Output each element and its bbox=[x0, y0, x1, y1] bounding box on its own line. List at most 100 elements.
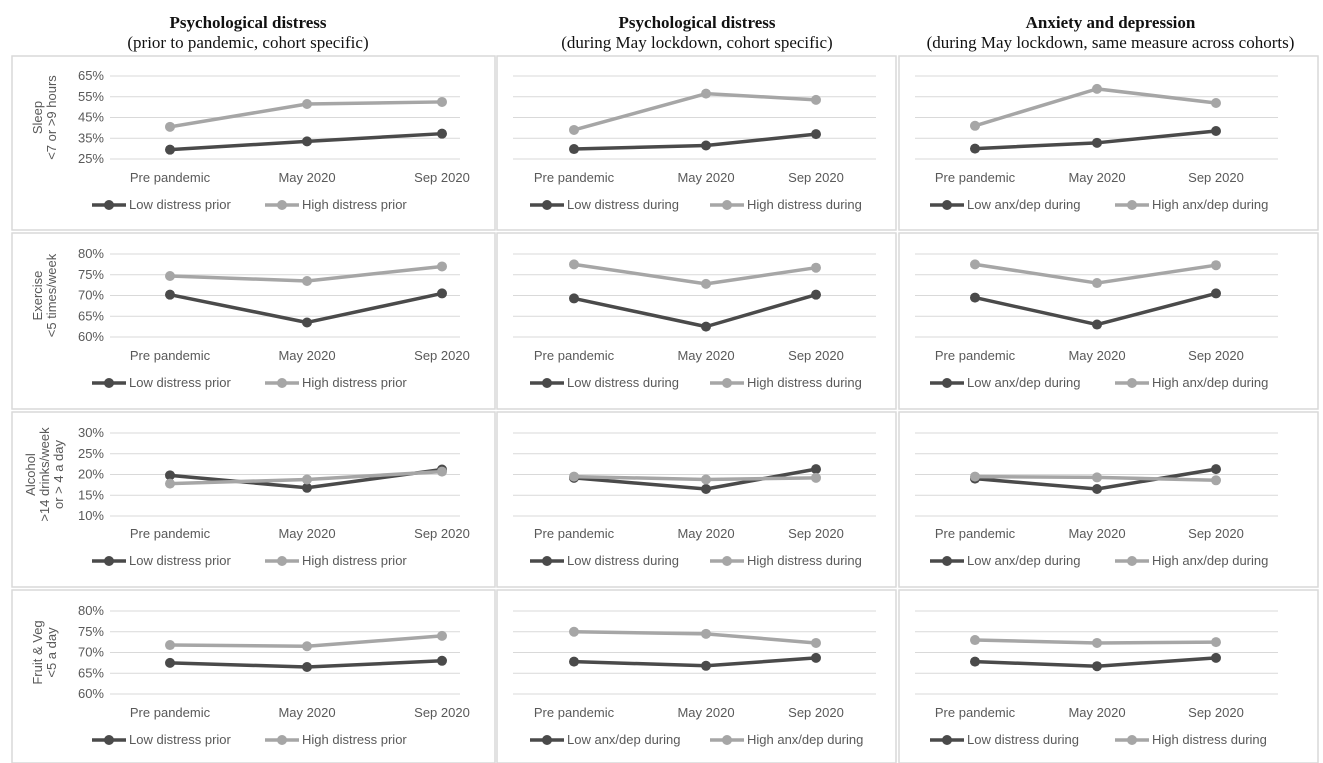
legend-label: High distress prior bbox=[302, 732, 407, 747]
data-point bbox=[302, 317, 312, 328]
column-subtitle: (during May lockdown, cohort specific) bbox=[561, 33, 833, 52]
data-point bbox=[165, 121, 175, 132]
legend-label: Low distress during bbox=[567, 375, 679, 390]
y-tick-label: 70% bbox=[78, 288, 104, 303]
x-tick-label: Sep 2020 bbox=[414, 348, 470, 363]
data-point bbox=[1211, 125, 1221, 136]
series-line bbox=[573, 91, 817, 132]
x-tick-label: May 2020 bbox=[677, 170, 734, 185]
legend-marker bbox=[277, 556, 287, 566]
y-tick-label: 55% bbox=[78, 89, 104, 104]
legend-label: High distress during bbox=[747, 197, 862, 212]
data-point bbox=[970, 635, 980, 646]
data-point bbox=[701, 628, 711, 639]
legend-marker bbox=[1127, 378, 1137, 388]
legend-label: Low anx/dep during bbox=[567, 732, 680, 747]
data-point bbox=[1211, 475, 1221, 486]
data-point bbox=[569, 124, 579, 135]
x-tick-label: Pre pandemic bbox=[534, 705, 615, 720]
x-tick-label: Sep 2020 bbox=[1188, 170, 1244, 185]
y-axis-label: Exercise bbox=[30, 271, 45, 321]
series-line bbox=[573, 630, 817, 645]
x-tick-label: Pre pandemic bbox=[534, 348, 615, 363]
x-tick-label: May 2020 bbox=[278, 526, 335, 541]
data-point bbox=[1092, 637, 1102, 648]
panel-border bbox=[898, 232, 1319, 410]
x-tick-label: Sep 2020 bbox=[788, 348, 844, 363]
data-point bbox=[302, 662, 312, 673]
x-tick-label: Pre pandemic bbox=[935, 348, 1016, 363]
x-tick-label: Sep 2020 bbox=[414, 170, 470, 185]
chart-panel-r2-c2: Pre pandemic May 2020 Sep 2020 Low distress… bbox=[496, 232, 897, 410]
y-tick-label: 25% bbox=[78, 151, 104, 166]
data-point bbox=[1211, 288, 1221, 299]
legend-label: High distress during bbox=[747, 553, 862, 568]
legend-marker bbox=[722, 735, 732, 745]
panel-border bbox=[11, 589, 496, 763]
legend-marker bbox=[542, 556, 552, 566]
data-point bbox=[701, 88, 711, 99]
y-tick-label: 30% bbox=[78, 425, 104, 440]
y-tick-label: 80% bbox=[78, 246, 104, 261]
y-axis-label: or > 4 a day bbox=[51, 439, 66, 509]
x-tick-label: May 2020 bbox=[1068, 170, 1125, 185]
legend-label: High distress prior bbox=[302, 553, 407, 568]
y-tick-label: 75% bbox=[78, 624, 104, 639]
legend-label: Low distress during bbox=[567, 553, 679, 568]
legend-marker bbox=[104, 735, 114, 745]
data-point bbox=[302, 275, 312, 286]
legend-label: Low distress during bbox=[967, 732, 1079, 747]
legend-label: Low anx/dep during bbox=[967, 553, 1080, 568]
chart-panel-r4-c2: Pre pandemic May 2020 Sep 2020 Low anx/dep … bbox=[496, 589, 897, 763]
data-point bbox=[437, 288, 447, 299]
y-axis-label: <5 a day bbox=[44, 627, 59, 678]
data-point bbox=[811, 464, 821, 475]
legend-marker bbox=[1127, 200, 1137, 210]
x-tick-label: Sep 2020 bbox=[414, 526, 470, 541]
y-axis-label: <7 or >9 hours bbox=[44, 75, 59, 160]
data-point bbox=[1211, 97, 1221, 108]
legend-label: High anx/dep during bbox=[1152, 553, 1268, 568]
x-tick-label: May 2020 bbox=[278, 348, 335, 363]
panel-border bbox=[496, 232, 897, 410]
x-tick-label: May 2020 bbox=[278, 705, 335, 720]
panel-border bbox=[11, 232, 496, 410]
data-point bbox=[701, 484, 711, 495]
x-tick-label: May 2020 bbox=[677, 705, 734, 720]
data-point bbox=[1092, 137, 1102, 148]
x-tick-label: Sep 2020 bbox=[1188, 526, 1244, 541]
y-tick-label: 75% bbox=[78, 267, 104, 282]
data-point bbox=[1092, 278, 1102, 289]
data-point bbox=[437, 630, 447, 641]
data-point bbox=[569, 626, 579, 637]
legend-label: Low distress during bbox=[567, 197, 679, 212]
x-tick-label: May 2020 bbox=[278, 170, 335, 185]
data-point bbox=[165, 270, 175, 281]
data-point bbox=[811, 637, 821, 648]
column-title: Psychological distress bbox=[618, 13, 776, 32]
y-axis-label: <5 times/week bbox=[44, 253, 59, 337]
legend-marker bbox=[542, 378, 552, 388]
data-point bbox=[701, 660, 711, 671]
data-point bbox=[165, 144, 175, 155]
y-tick-label: 65% bbox=[78, 68, 104, 83]
panel-border bbox=[11, 55, 496, 231]
x-tick-label: Sep 2020 bbox=[414, 705, 470, 720]
legend-label: High anx/dep during bbox=[1152, 197, 1268, 212]
legend-marker bbox=[722, 200, 732, 210]
legend-marker bbox=[942, 735, 952, 745]
y-tick-label: 10% bbox=[78, 508, 104, 523]
legend-marker bbox=[942, 200, 952, 210]
x-tick-label: May 2020 bbox=[677, 348, 734, 363]
data-point bbox=[1092, 83, 1102, 94]
panel-border bbox=[496, 55, 897, 231]
x-tick-label: Sep 2020 bbox=[1188, 348, 1244, 363]
chart-panel-r4-c3: Pre pandemic May 2020 Sep 2020 Low distress… bbox=[898, 589, 1319, 763]
panel-border bbox=[898, 55, 1319, 231]
x-tick-label: Pre pandemic bbox=[935, 170, 1016, 185]
y-axis-label: Alcohol bbox=[23, 453, 38, 496]
y-tick-label: 60% bbox=[78, 686, 104, 701]
data-point bbox=[701, 278, 711, 289]
data-point bbox=[811, 289, 821, 300]
x-tick-label: Pre pandemic bbox=[534, 170, 615, 185]
